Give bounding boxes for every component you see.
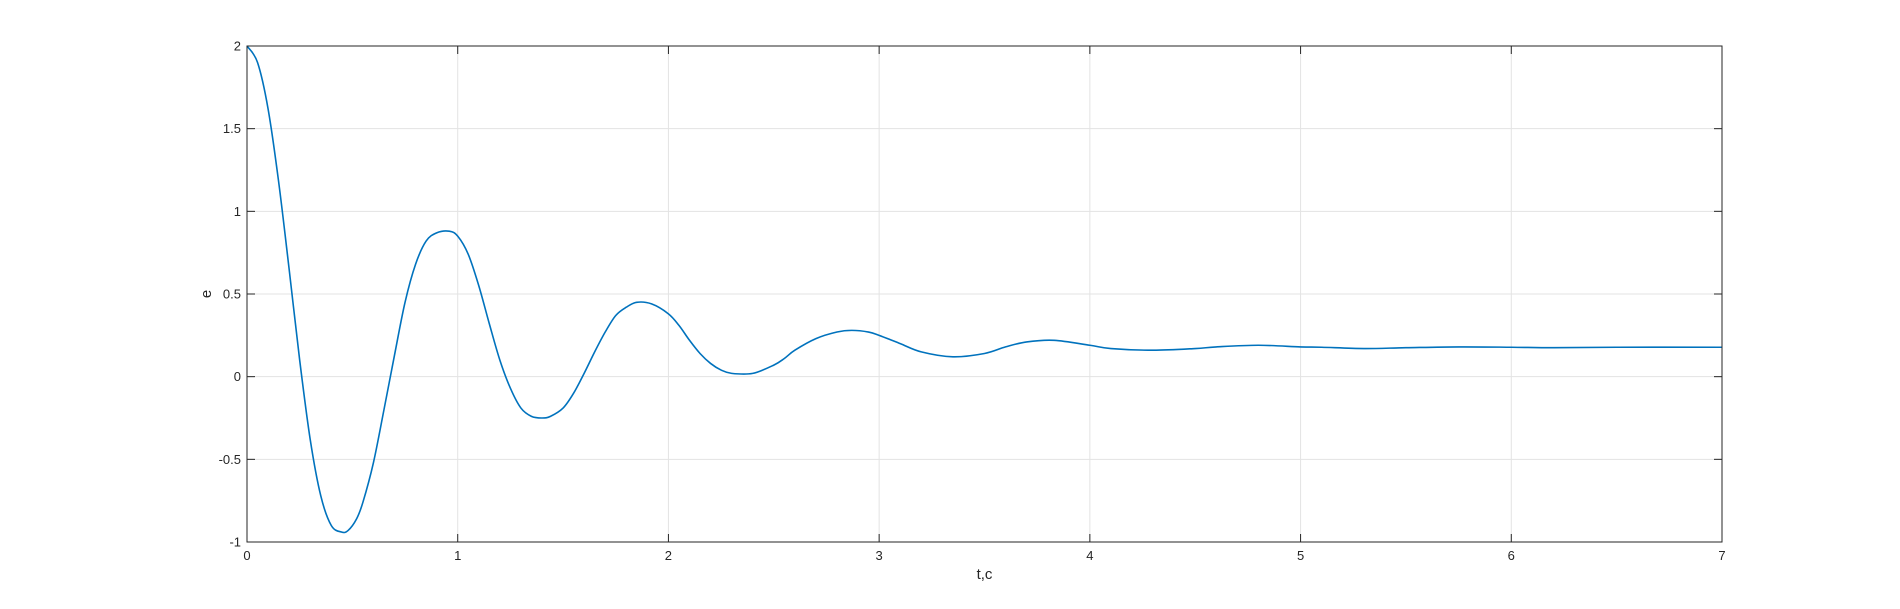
y-tick-label: -0.5 bbox=[219, 452, 241, 467]
y-tick-label: 0 bbox=[234, 369, 241, 384]
series-line bbox=[246, 45, 1723, 534]
x-axis-label: t,c bbox=[977, 566, 993, 583]
x-tick-label: 6 bbox=[1508, 548, 1515, 563]
x-tick-label: 4 bbox=[1086, 548, 1093, 563]
x-tick-label: 2 bbox=[665, 548, 672, 563]
x-tick-label: 3 bbox=[876, 548, 883, 563]
y-tick-label: 2 bbox=[234, 39, 241, 54]
y-tick-labels: -1 -0.5 0 0.5 1 1.5 2 bbox=[219, 39, 241, 550]
y-axis-label: e bbox=[198, 290, 215, 298]
x-tick-label: 0 bbox=[243, 548, 250, 563]
x-tick-labels: 0 1 2 3 4 5 6 7 bbox=[243, 548, 1725, 563]
series-group bbox=[246, 45, 1723, 534]
x-tick-label: 1 bbox=[454, 548, 461, 563]
y-tick-label: 1.5 bbox=[223, 121, 241, 136]
x-tick-label: 7 bbox=[1718, 548, 1725, 563]
y-tick-label: 1 bbox=[234, 204, 241, 219]
ticks bbox=[246, 45, 1723, 543]
x-tick-label: 5 bbox=[1297, 548, 1304, 563]
y-tick-label: 0.5 bbox=[223, 287, 241, 302]
y-tick-label: -1 bbox=[229, 535, 241, 550]
